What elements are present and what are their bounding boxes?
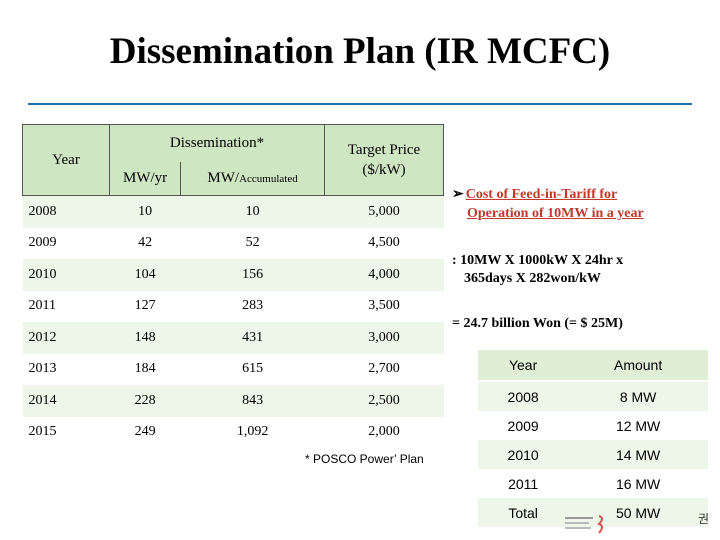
amount-row: 2010 14 MW	[478, 440, 708, 469]
amount-row: 2008 8 MW	[478, 381, 708, 411]
cell-mw-accumulated: 52	[245, 235, 260, 251]
table-row: 2015 249 1,092 2,000	[23, 417, 444, 449]
header-mw-yr: MW/yr	[108, 161, 182, 196]
institute-logo	[565, 515, 603, 534]
cell-mw-accumulated: 156	[180, 259, 325, 291]
cell-mw-yr: 228	[109, 385, 181, 417]
cell-year: 2010	[22, 259, 110, 291]
bullet-arrow-icon: ➢	[452, 187, 464, 202]
calc-line2: 365days X 282won/kW	[464, 271, 601, 286]
bullet-line2: Operation of 10MW in a year	[467, 206, 644, 221]
cell-year: 2012	[22, 322, 110, 354]
table-row: 2014 228 843 2,500	[22, 385, 444, 417]
amount-row: 2009 12 MW	[478, 411, 708, 440]
cell-year: 2013	[28, 361, 57, 377]
cell-mw-accumulated: 283	[242, 298, 264, 314]
header-mw-acc-prefix: MW/	[207, 169, 240, 186]
cell-mw-accumulated: 843	[180, 385, 325, 417]
amount-header-year: Year	[478, 350, 569, 382]
header-dissemination: Dissemination*	[109, 123, 325, 162]
table-row: 2009 42 52 4,500	[23, 228, 444, 260]
cell-target-price: 4,000	[324, 259, 444, 291]
table-row: 2010 104 156 4,000	[22, 259, 444, 291]
amount-row: Total 50 MW	[478, 498, 708, 527]
table-row: 2011 127 283 3,500	[23, 291, 444, 323]
header-target-price: Target Price ($/kW)	[324, 124, 444, 196]
cell-mw-yr: 10	[109, 195, 181, 228]
cost-calculation: : 10MW X 1000kW X 24hr x 365days X 282wo…	[452, 252, 712, 288]
cell-mw-accumulated: 1,092	[236, 424, 269, 440]
cell-target-price: 3,000	[324, 322, 444, 354]
cell-mw-yr: 148	[109, 322, 181, 354]
amount-header-amount: Amount	[568, 350, 708, 382]
bullet-line1: Cost of Feed-in-Tariff for	[465, 187, 618, 202]
cell-mw-yr: 104	[109, 259, 181, 291]
cell-target-price: 2,500	[324, 385, 444, 417]
cell-year: 2008	[478, 381, 569, 411]
header-target-line1: Target Price	[347, 142, 421, 158]
title-divider	[28, 103, 692, 105]
cell-amount: 50 MW	[568, 498, 708, 527]
cell-mw-yr: 42	[138, 235, 153, 251]
cell-target-price: 3,500	[368, 298, 400, 314]
amount-table: Year Amount 2008 8 MW 2009 12 MW 2010 14 MW 20…	[478, 350, 708, 527]
header-year: Year	[22, 124, 110, 196]
header-mw-accumulated: MW/Accumulated	[180, 161, 325, 196]
table-row: 2013 184 615 2,700	[23, 354, 444, 386]
cost-result: = 24.7 billion Won (= $ 25M)	[452, 316, 623, 331]
cell-target-price: 4,500	[368, 235, 400, 251]
cell-year: 2011	[478, 469, 569, 498]
cell-year: 2015	[28, 424, 57, 440]
corner-mark: 권	[698, 512, 710, 526]
dissemination-table-body: 2008 10 10 5,000 2009 42 52 4,500 2010 104 156 4,00…	[22, 195, 444, 449]
cell-mw-accumulated: 431	[180, 322, 325, 354]
page-title: Dissemination Plan (IR MCFC)	[109, 31, 611, 72]
cell-amount: 12 MW	[568, 411, 708, 440]
cell-year: Total	[478, 498, 569, 527]
amount-table-body: 2008 8 MW 2009 12 MW 2010 14 MW 2011 16 MW Total…	[478, 381, 708, 527]
cell-mw-accumulated: 615	[242, 361, 264, 377]
cell-amount: 8 MW	[568, 381, 708, 411]
cell-mw-accumulated: 10	[180, 195, 325, 228]
header-mw-acc-suffix: Accumulated	[239, 172, 298, 185]
feed-in-tariff-bullet: ➢ Cost of Feed-in-Tariff for Operation of…	[452, 185, 712, 223]
cell-amount: 16 MW	[568, 469, 708, 498]
footnote: * POSCO Power’ Plan	[305, 452, 424, 466]
cell-year: 2009	[478, 411, 569, 440]
calc-line1: : 10MW X 1000kW X 24hr x	[452, 253, 624, 268]
cell-mw-yr: 184	[134, 361, 156, 377]
cell-target-price: 5,000	[324, 195, 444, 228]
cell-year: 2010	[478, 440, 569, 469]
cell-year: 2011	[28, 298, 56, 314]
cell-year: 2014	[22, 385, 110, 417]
cell-year: 2008	[22, 195, 110, 228]
cell-year: 2009	[28, 235, 57, 251]
table-row: 2008 10 10 5,000	[22, 195, 444, 228]
table-row: 2012 148 431 3,000	[22, 322, 444, 354]
header-target-line2: ($/kW)	[362, 162, 406, 178]
amount-row: 2011 16 MW	[478, 469, 708, 498]
cell-mw-yr: 127	[134, 298, 156, 314]
cell-amount: 14 MW	[568, 440, 708, 469]
cell-target-price: 2,700	[368, 361, 400, 377]
dissemination-table: Year Dissemination* Target Price ($/kW) …	[22, 123, 444, 449]
cell-target-price: 2,000	[368, 424, 400, 440]
cell-mw-yr: 249	[134, 424, 156, 440]
